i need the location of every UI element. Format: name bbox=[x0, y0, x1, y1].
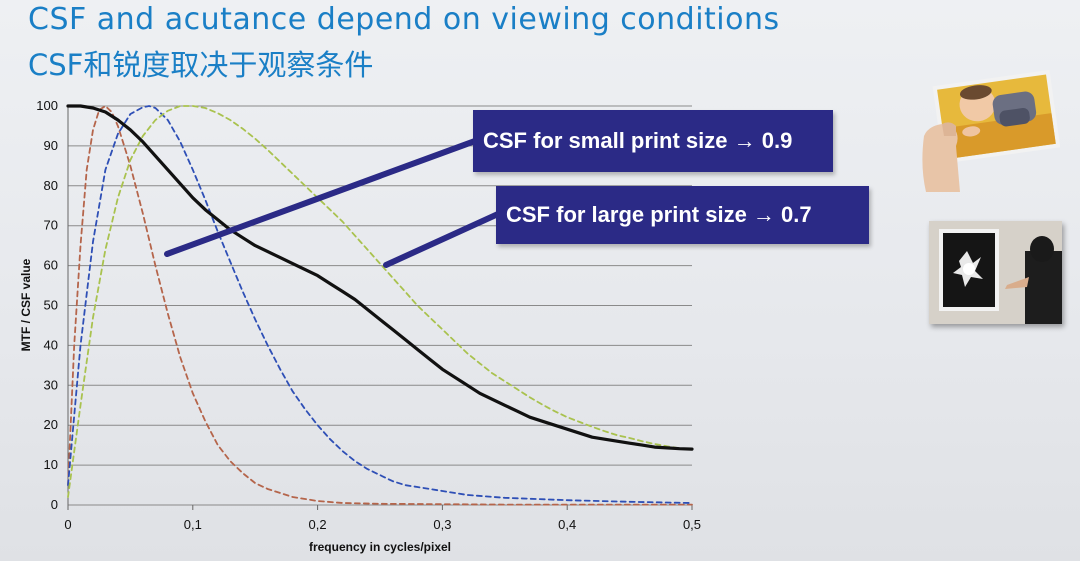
y-tick-label: 0 bbox=[51, 497, 58, 512]
csf-blue-curve bbox=[67, 105, 693, 504]
slide-title-english: CSF and acutance depend on viewing condi… bbox=[28, 2, 780, 37]
callout-small-print: CSF for small print size → 0.9 bbox=[473, 110, 833, 172]
pointer-line-small bbox=[164, 138, 478, 257]
large-print-photo bbox=[929, 221, 1062, 324]
x-tick-label: 0,2 bbox=[309, 517, 327, 532]
x-tick-label: 0,1 bbox=[184, 517, 202, 532]
y-tick-label: 100 bbox=[36, 98, 58, 113]
x-tick-label: 0 bbox=[64, 517, 71, 532]
y-tick-label: 70 bbox=[44, 218, 58, 233]
x-tick-labels: 0 0,1 0,2 0,3 0,4 0,5 bbox=[64, 517, 701, 532]
y-tick-label: 30 bbox=[44, 377, 58, 392]
y-tick-label: 60 bbox=[44, 258, 58, 273]
csf-green-curve bbox=[67, 105, 693, 498]
y-tick-label: 10 bbox=[44, 457, 58, 472]
small-print-photo bbox=[920, 66, 1060, 192]
series-lines bbox=[66, 104, 694, 506]
y-tick-label: 50 bbox=[44, 298, 58, 313]
mtf-curve bbox=[66, 104, 694, 451]
x-tick-label: 0,3 bbox=[433, 517, 451, 532]
x-tick-label: 0,5 bbox=[683, 517, 701, 532]
y-tick-label: 80 bbox=[44, 178, 58, 193]
x-tick-label: 0,4 bbox=[558, 517, 576, 532]
y-tick-label: 90 bbox=[44, 138, 58, 153]
y-tick-label: 40 bbox=[44, 337, 58, 352]
y-tick-labels: 0 10 20 30 40 50 60 70 80 90 100 bbox=[36, 98, 58, 512]
x-axis-label: frequency in cycles/pixel bbox=[309, 540, 451, 554]
y-tick-label: 20 bbox=[44, 417, 58, 432]
pointer-line-large bbox=[383, 211, 501, 268]
csf-red-curve bbox=[67, 105, 693, 506]
callout-large-print: CSF for large print size → 0.7 bbox=[496, 186, 869, 244]
slide-title-chinese: CSF和锐度取决于观察条件 bbox=[28, 48, 374, 82]
y-axis-label: MTF / CSF value bbox=[19, 258, 33, 351]
